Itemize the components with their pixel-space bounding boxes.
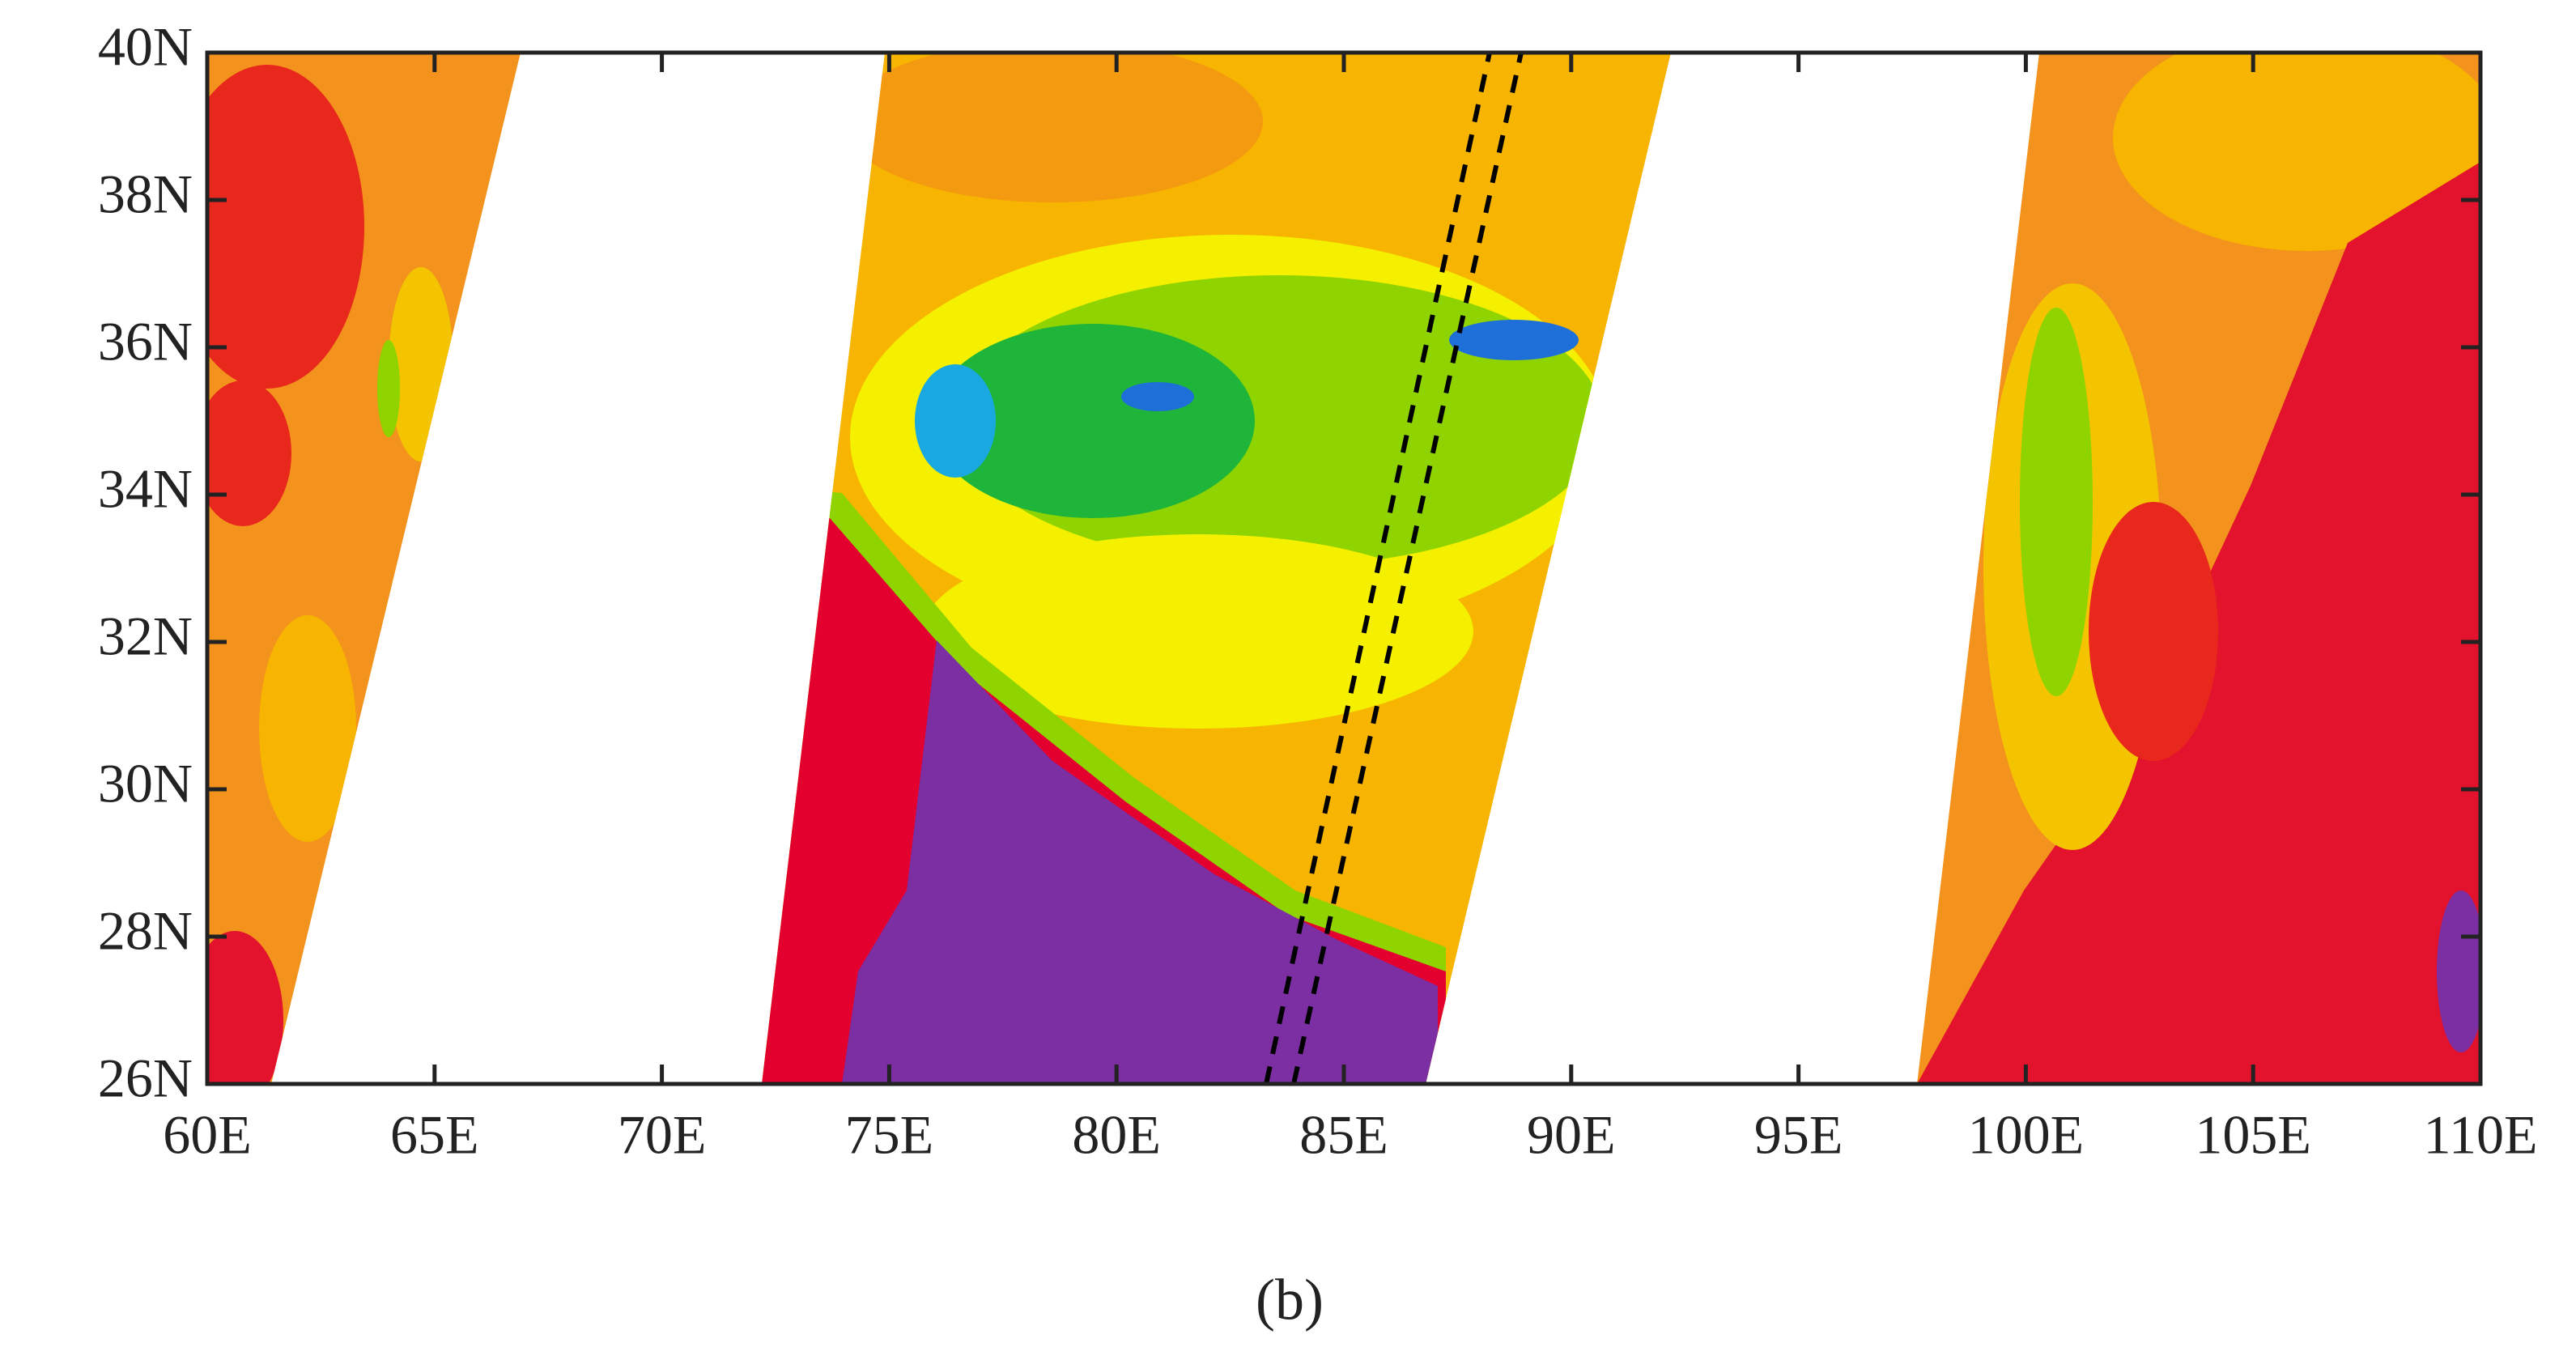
y-tick-label: 40N bbox=[98, 16, 193, 78]
y-tick-label: 34N bbox=[98, 458, 193, 520]
y-tick-label: 26N bbox=[98, 1048, 193, 1109]
swath-right bbox=[1917, 53, 2480, 1084]
x-tick-label: 90E bbox=[1527, 1104, 1616, 1166]
y-tick-label: 38N bbox=[98, 164, 193, 225]
track-line bbox=[1264, 52, 1492, 1085]
caption: (b) bbox=[1256, 1268, 1324, 1332]
x-tick-label: 110E bbox=[2423, 1104, 2537, 1166]
swath-left bbox=[207, 53, 521, 1084]
swath-middle bbox=[762, 53, 1671, 1084]
y-tick-label: 36N bbox=[98, 311, 193, 372]
x-tick-label: 75E bbox=[845, 1104, 934, 1166]
x-tick-label: 105E bbox=[2195, 1104, 2311, 1166]
x-tick-label: 80E bbox=[1072, 1104, 1161, 1166]
x-tick-label: 60E bbox=[163, 1104, 252, 1166]
y-tick-label: 28N bbox=[98, 900, 193, 962]
x-tick-label: 100E bbox=[1968, 1104, 2085, 1166]
y-tick-label: 30N bbox=[98, 753, 193, 814]
x-tick-label: 85E bbox=[1299, 1104, 1388, 1166]
y-tick-label: 32N bbox=[98, 606, 193, 667]
x-tick-label: 65E bbox=[390, 1104, 479, 1166]
track-line bbox=[1291, 52, 1524, 1085]
x-tick-label: 95E bbox=[1754, 1104, 1843, 1166]
x-tick-label: 70E bbox=[618, 1104, 707, 1166]
